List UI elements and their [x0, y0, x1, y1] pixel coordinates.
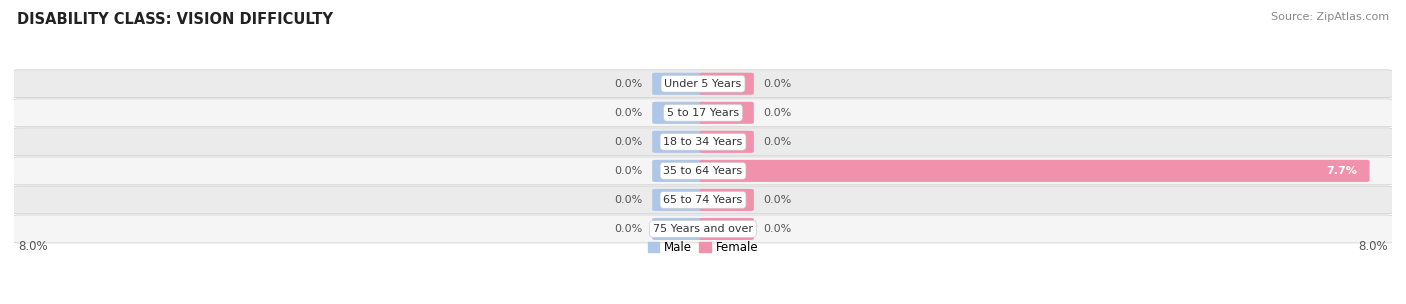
Text: 0.0%: 0.0% — [763, 79, 792, 89]
Text: Under 5 Years: Under 5 Years — [665, 79, 741, 89]
FancyBboxPatch shape — [700, 131, 754, 153]
FancyBboxPatch shape — [652, 73, 706, 95]
FancyBboxPatch shape — [13, 128, 1393, 156]
Text: 0.0%: 0.0% — [614, 224, 643, 234]
FancyBboxPatch shape — [13, 215, 1393, 243]
Text: Source: ZipAtlas.com: Source: ZipAtlas.com — [1271, 12, 1389, 22]
FancyBboxPatch shape — [652, 160, 706, 182]
Text: 0.0%: 0.0% — [763, 224, 792, 234]
FancyBboxPatch shape — [13, 186, 1393, 214]
FancyBboxPatch shape — [700, 189, 754, 211]
Text: 0.0%: 0.0% — [614, 195, 643, 205]
FancyBboxPatch shape — [700, 160, 1369, 182]
FancyBboxPatch shape — [13, 99, 1393, 127]
Text: 0.0%: 0.0% — [763, 108, 792, 118]
Text: 8.0%: 8.0% — [18, 240, 48, 254]
Text: 0.0%: 0.0% — [614, 166, 643, 176]
FancyBboxPatch shape — [652, 189, 706, 211]
FancyBboxPatch shape — [13, 70, 1393, 98]
FancyBboxPatch shape — [652, 131, 706, 153]
Text: 0.0%: 0.0% — [614, 108, 643, 118]
Text: 75 Years and over: 75 Years and over — [652, 224, 754, 234]
Text: 0.0%: 0.0% — [763, 137, 792, 147]
FancyBboxPatch shape — [700, 218, 754, 240]
Text: 35 to 64 Years: 35 to 64 Years — [664, 166, 742, 176]
Text: 0.0%: 0.0% — [614, 79, 643, 89]
Text: 0.0%: 0.0% — [614, 137, 643, 147]
FancyBboxPatch shape — [13, 157, 1393, 185]
Legend: Male, Female: Male, Female — [643, 237, 763, 259]
FancyBboxPatch shape — [700, 102, 754, 124]
Text: 0.0%: 0.0% — [763, 195, 792, 205]
FancyBboxPatch shape — [652, 102, 706, 124]
FancyBboxPatch shape — [700, 73, 754, 95]
Text: 8.0%: 8.0% — [1358, 240, 1388, 254]
Text: 5 to 17 Years: 5 to 17 Years — [666, 108, 740, 118]
Text: 65 to 74 Years: 65 to 74 Years — [664, 195, 742, 205]
Text: DISABILITY CLASS: VISION DIFFICULTY: DISABILITY CLASS: VISION DIFFICULTY — [17, 12, 333, 27]
Text: 7.7%: 7.7% — [1327, 166, 1358, 176]
FancyBboxPatch shape — [652, 218, 706, 240]
Text: 18 to 34 Years: 18 to 34 Years — [664, 137, 742, 147]
